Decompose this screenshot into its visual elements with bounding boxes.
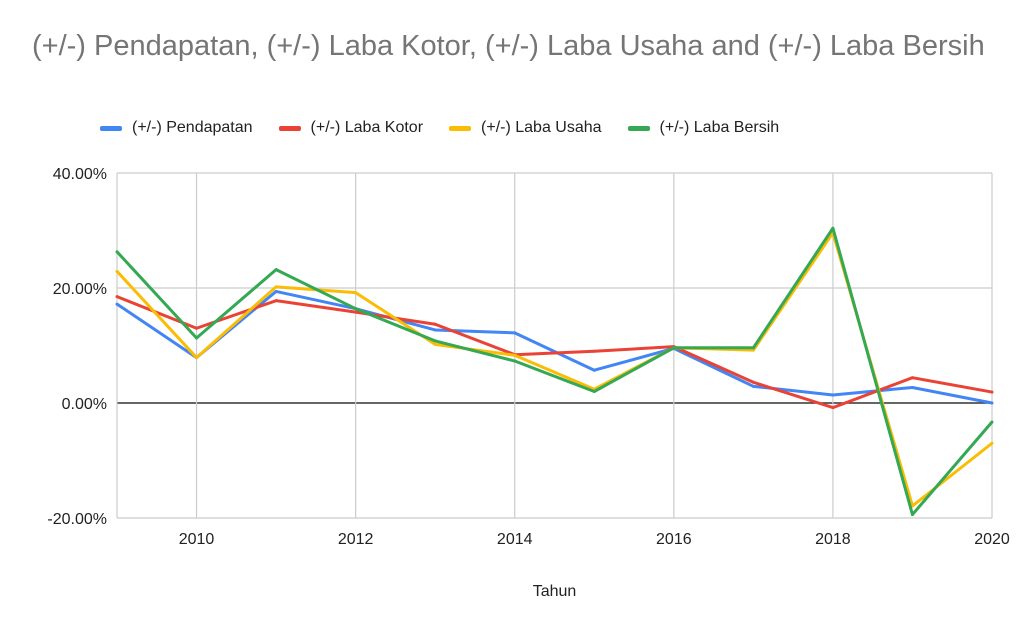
- data-point: [274, 268, 278, 272]
- data-point: [433, 342, 437, 346]
- legend-item[interactable]: (+/-) Pendapatan: [100, 119, 253, 137]
- data-point: [513, 353, 517, 357]
- data-point: [115, 295, 119, 299]
- legend-swatch: [278, 125, 301, 131]
- data-point: [990, 390, 994, 394]
- legend-swatch: [100, 125, 122, 131]
- data-point: [513, 331, 517, 335]
- data-point: [513, 359, 517, 363]
- data-point: [831, 226, 835, 230]
- data-point: [274, 285, 278, 289]
- data-point: [195, 326, 199, 330]
- legend-swatch: [449, 125, 472, 131]
- chart-title: (+/-) Pendapatan, (+/-) Laba Kotor, (+/-…: [32, 30, 985, 62]
- legend-label: (+/-) Laba Bersih: [659, 119, 780, 136]
- legend-item[interactable]: (+/-) Laba Bersih: [627, 119, 780, 137]
- x-axis-title: Tahun: [533, 583, 577, 600]
- data-point: [115, 302, 119, 306]
- data-point: [910, 385, 914, 389]
- legend-label: (+/-) Laba Usaha: [481, 119, 602, 136]
- data-point: [115, 269, 119, 273]
- data-point: [592, 349, 596, 353]
- series-line: [115, 231, 993, 508]
- y-tick-label: -20.00%: [47, 511, 107, 528]
- x-tick-label: 2018: [815, 531, 851, 548]
- data-point: [990, 401, 994, 405]
- data-point: [831, 406, 835, 410]
- x-tick-label: 2010: [179, 531, 215, 548]
- x-tick-label: 2012: [338, 531, 374, 548]
- series-line: [115, 226, 994, 517]
- data-point: [354, 310, 358, 314]
- data-point: [274, 299, 278, 303]
- data-point: [592, 390, 596, 393]
- data-point: [751, 348, 755, 352]
- data-point: [910, 513, 914, 517]
- legend: (+/-) Pendapatan (+/-) Laba Kotor (+/-) La…: [100, 119, 779, 137]
- data-point: [115, 250, 119, 254]
- legend-swatch: [627, 125, 650, 131]
- data-point: [990, 441, 994, 445]
- x-tick-label: 2020: [974, 531, 1010, 548]
- x-tick-label: 2016: [656, 531, 692, 548]
- data-point: [195, 356, 199, 360]
- data-point: [751, 384, 755, 388]
- x-tick-label: 2014: [497, 531, 533, 548]
- data-point: [990, 420, 994, 424]
- y-tick-label: 0.00%: [62, 396, 107, 413]
- data-point: [354, 291, 358, 295]
- data-point: [910, 376, 914, 380]
- data-point: [433, 322, 437, 326]
- legend-item[interactable]: (+/-) Laba Kotor: [278, 119, 424, 137]
- data-point: [433, 328, 437, 332]
- data-point: [195, 336, 199, 340]
- data-point: [592, 368, 596, 372]
- data-point: [354, 307, 358, 311]
- y-tick-label: 20.00%: [53, 281, 107, 298]
- series-line: [116, 295, 993, 410]
- y-tick-label: 40.00%: [53, 166, 107, 183]
- series-line: [116, 289, 993, 405]
- legend-label: (+/-) Pendapatan: [132, 119, 253, 136]
- data-point: [433, 339, 437, 343]
- legend-label: (+/-) Laba Kotor: [310, 119, 424, 136]
- data-point: [672, 346, 676, 350]
- data-point: [274, 289, 278, 293]
- legend-item[interactable]: (+/-) Laba Usaha: [449, 119, 602, 137]
- data-point: [751, 380, 755, 384]
- data-point: [831, 393, 835, 397]
- data-point: [751, 346, 755, 350]
